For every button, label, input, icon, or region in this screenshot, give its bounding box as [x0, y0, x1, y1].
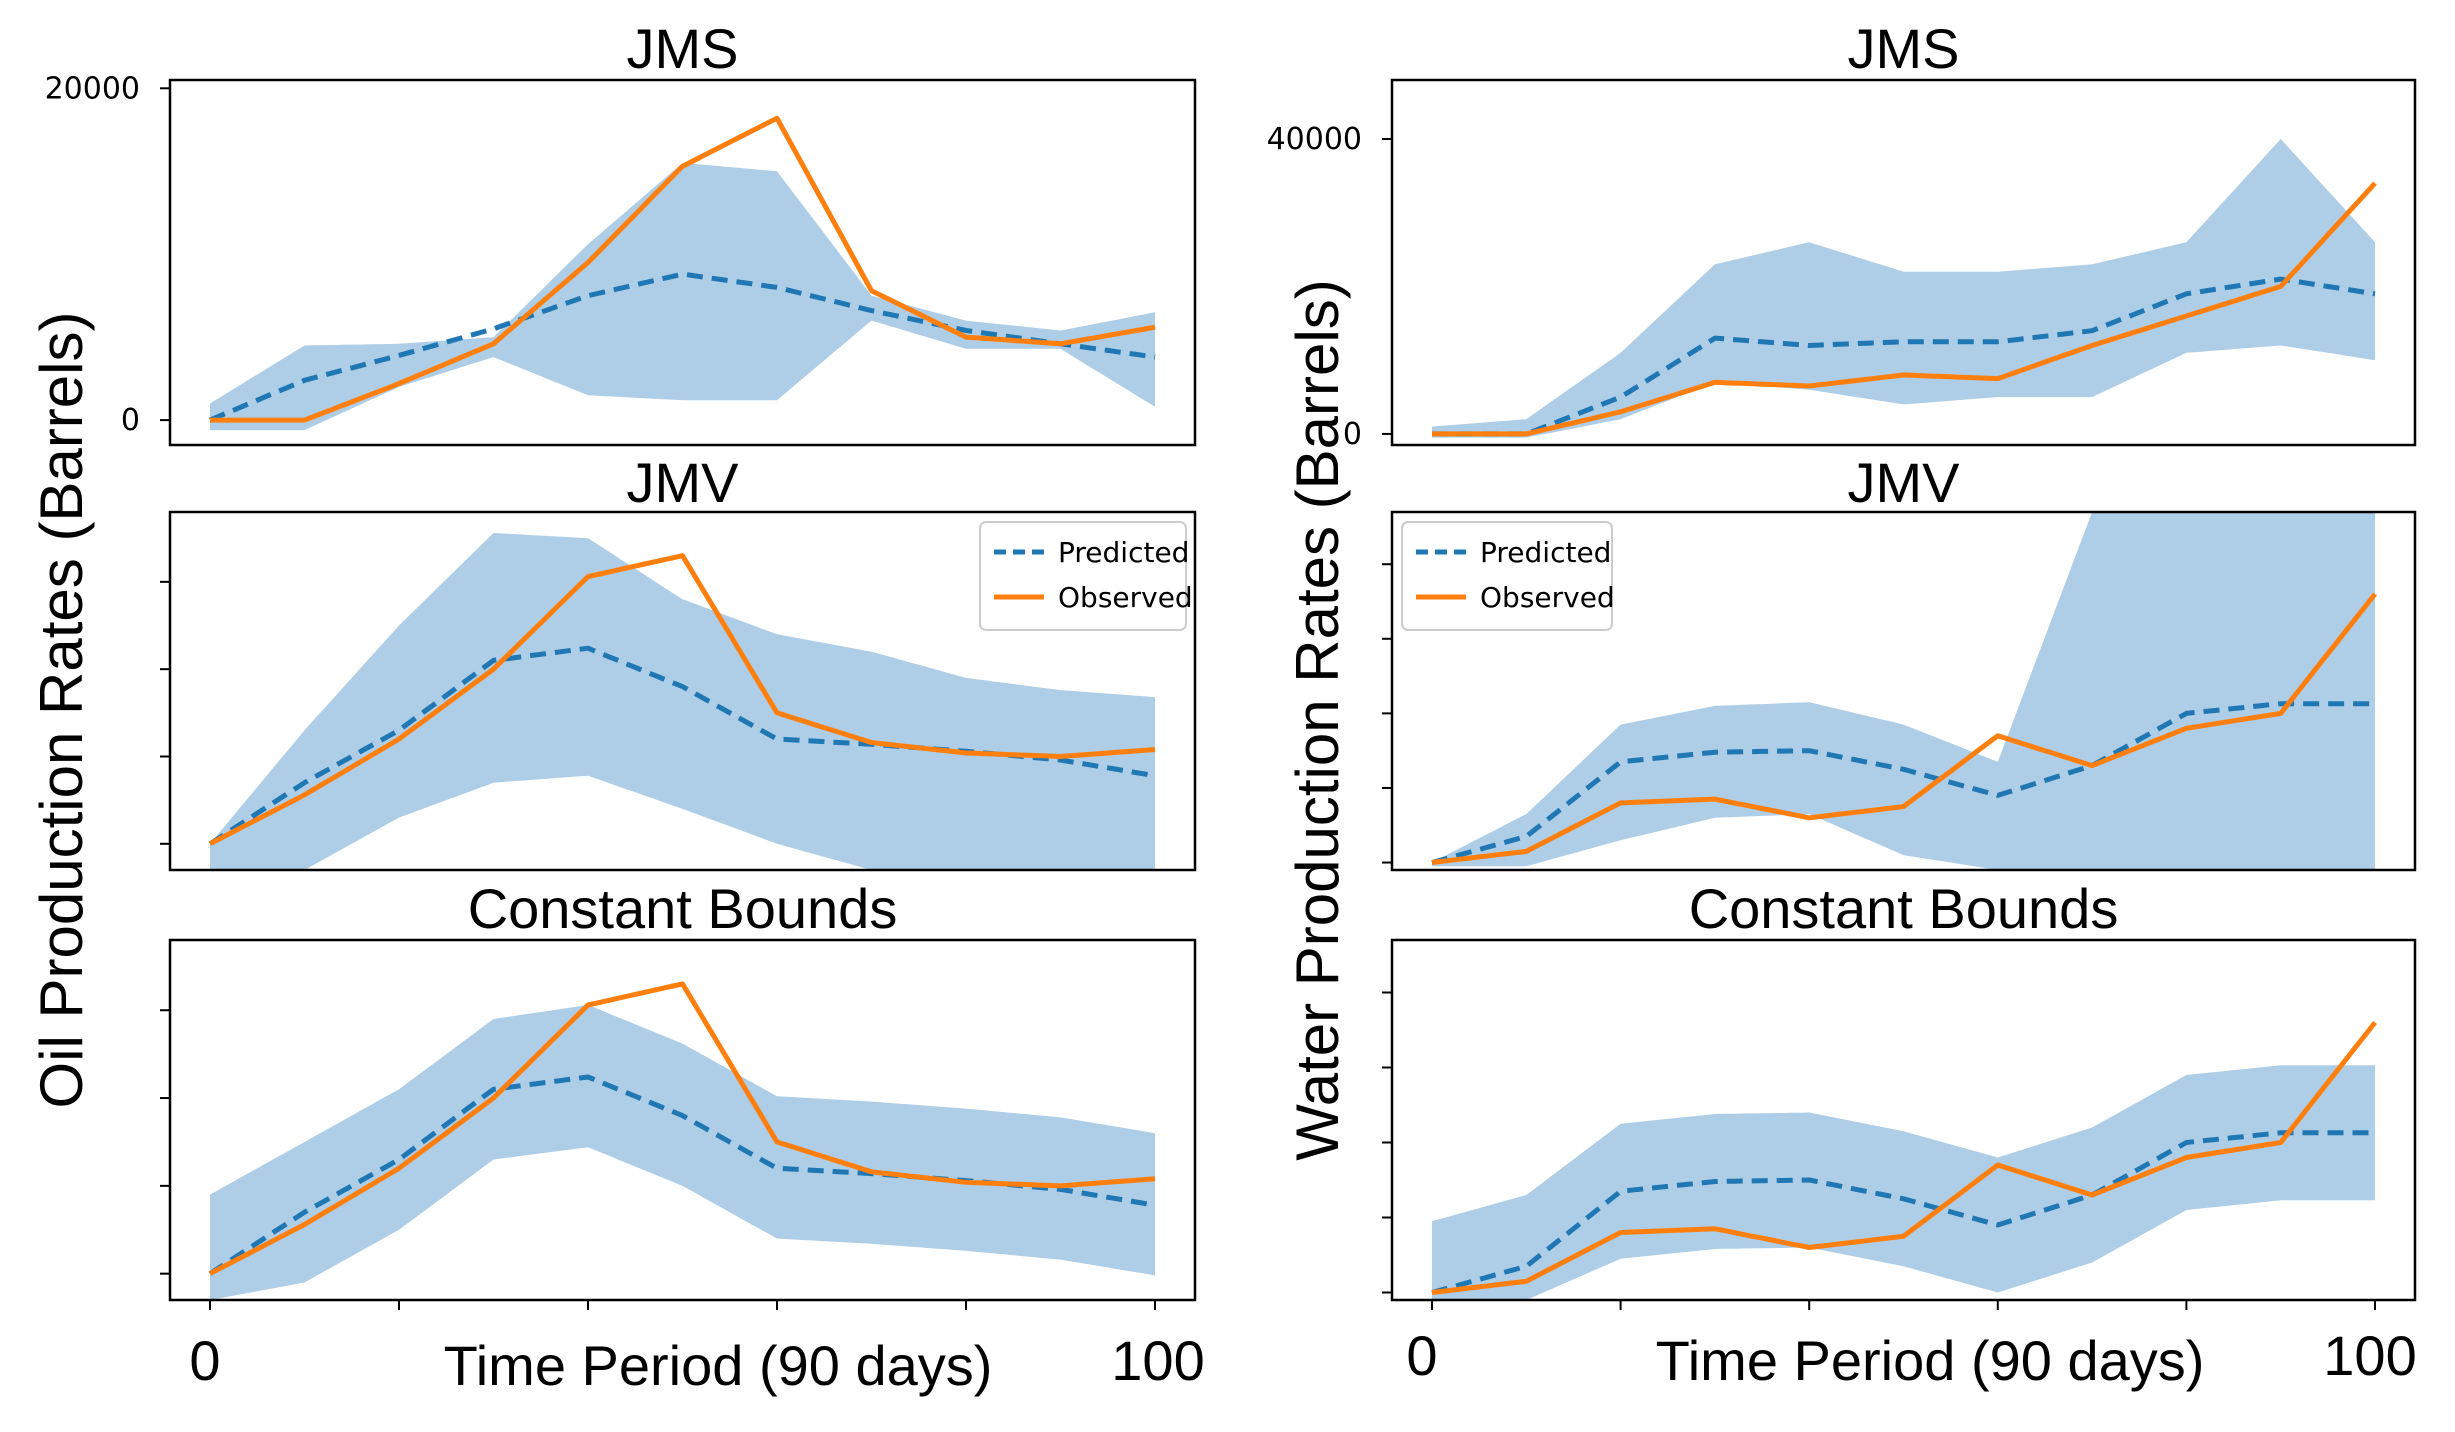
legend: Predicted Observed — [1401, 521, 1615, 631]
uncertainty-band — [1432, 1065, 2375, 1300]
plot-area — [1432, 139, 2377, 438]
legend: Predicted Observed — [979, 521, 1193, 631]
observed-line — [1432, 181, 2377, 437]
plot-area — [209, 115, 1156, 431]
predicted-line — [1431, 1130, 2375, 1295]
observed-line — [208, 981, 1156, 1276]
panel-left-1: JMV Predicted Observed — [160, 451, 1197, 872]
left-x-axis-label: Time Period (90 days) — [444, 1334, 993, 1397]
observed-line — [1431, 592, 2377, 865]
uncertainty-band — [1432, 512, 2375, 870]
left-x-tick-last: 100 — [1111, 1329, 1204, 1392]
y-tick-label: 0 — [121, 403, 140, 438]
axes-frame — [1390, 510, 2417, 872]
observed-line — [208, 553, 1156, 847]
uncertainty-band — [210, 533, 1155, 870]
legend-observed-label: Observed — [1058, 581, 1193, 614]
panel-left-2: Constant Bounds — [160, 877, 1197, 1310]
axes-frame — [1390, 938, 2417, 1302]
axes-frame — [168, 938, 1197, 1302]
right-x-tick-last: 100 — [2323, 1324, 2416, 1387]
panel-title: JMV — [1848, 451, 1961, 514]
right-y-axis-label: Water Production Rates (Barrels) — [1284, 279, 1351, 1160]
left-y-axis-label: Oil Production Rates (Barrels) — [28, 312, 95, 1109]
legend-predicted-label: Predicted — [1058, 536, 1189, 569]
panel-right-2: Constant Bounds — [1382, 877, 2417, 1310]
legend-observed-label: Observed — [1480, 581, 1615, 614]
legend-box — [979, 521, 1187, 631]
plot-area — [208, 981, 1156, 1300]
right-x-tick-first: 0 — [1406, 1324, 1437, 1387]
panel-right-0: 0 40000 JMS — [1267, 17, 2417, 452]
legend-predicted-label: Predicted — [1480, 536, 1611, 569]
right-x-axis-label: Time Period (90 days) — [1656, 1329, 2205, 1392]
plot-area — [208, 533, 1156, 870]
axes-frame — [168, 78, 1197, 447]
plot-area — [1431, 1020, 2377, 1300]
observed-line — [1431, 1020, 2377, 1295]
uncertainty-band — [1432, 139, 2375, 438]
panel-title: Constant Bounds — [468, 877, 898, 940]
panel-title: Constant Bounds — [1689, 877, 2119, 940]
predicted-line — [1432, 276, 2376, 437]
observed-line — [210, 115, 1156, 423]
y-tick-label: 20000 — [45, 71, 140, 106]
predicted-line — [1431, 701, 2375, 865]
axes-frame — [168, 510, 1197, 872]
y-tick-label: 40000 — [1267, 122, 1362, 157]
panel-title: JMS — [1848, 17, 1960, 80]
panel-title: JMV — [627, 451, 740, 514]
axes-frame — [1390, 78, 2417, 447]
panel-right-1: JMV Predicted Observed — [1382, 451, 2417, 872]
panel-title: JMS — [627, 17, 739, 80]
y-tick-label: 0 — [1343, 417, 1362, 452]
legend-box — [1401, 521, 1613, 631]
uncertainty-band — [210, 1005, 1155, 1300]
left-x-tick-first: 0 — [189, 1329, 220, 1392]
panel-left-0: 0 20000 JMS — [45, 17, 1197, 447]
plot-area — [1431, 512, 2377, 870]
uncertainty-band — [210, 163, 1155, 431]
